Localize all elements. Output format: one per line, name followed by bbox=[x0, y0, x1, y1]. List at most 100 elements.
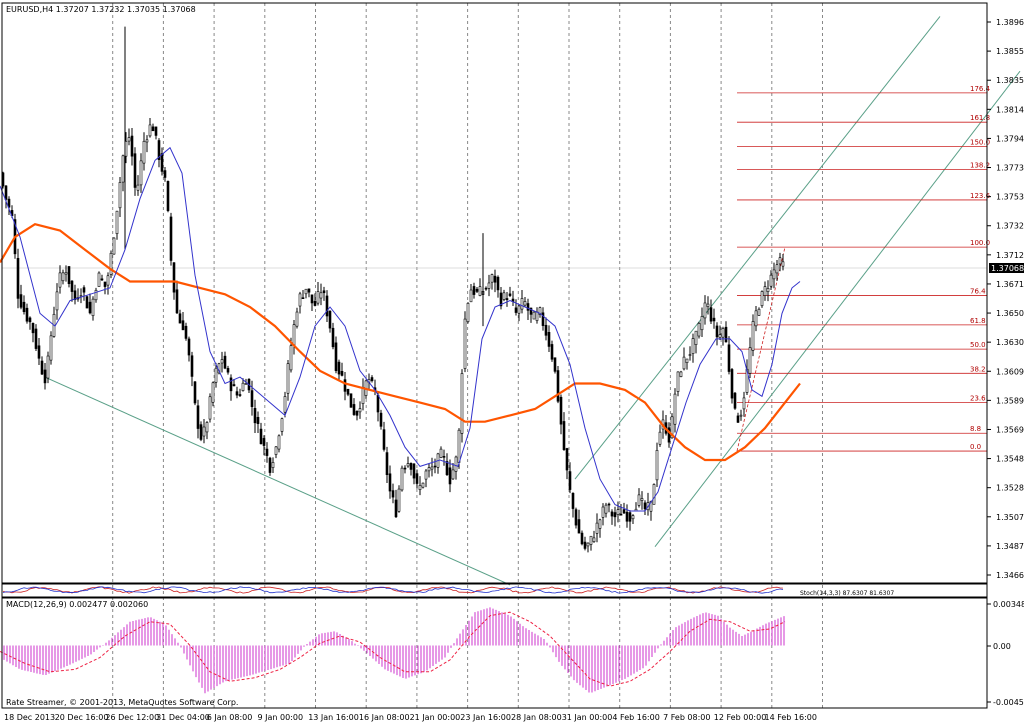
candle-body bbox=[694, 330, 698, 345]
candle-body bbox=[475, 288, 479, 292]
candle-body bbox=[571, 492, 575, 509]
candle-body bbox=[463, 318, 467, 369]
candle-body bbox=[343, 379, 347, 392]
candle-body bbox=[526, 303, 530, 311]
candle-body bbox=[421, 482, 425, 488]
candle-body bbox=[283, 396, 287, 413]
candle-body bbox=[778, 257, 782, 265]
candle-body bbox=[238, 394, 242, 396]
candle-body bbox=[274, 446, 278, 455]
candle-body bbox=[211, 382, 215, 403]
price-tick-label: 1.38145 bbox=[996, 105, 1024, 114]
candle-body bbox=[25, 307, 29, 322]
candle-body bbox=[631, 515, 635, 520]
candle-body bbox=[301, 297, 305, 299]
candle-body bbox=[532, 311, 536, 320]
candle-body bbox=[709, 307, 713, 322]
candle-body bbox=[334, 342, 338, 372]
candle-body bbox=[460, 373, 464, 434]
fib-level-label: 100.0 bbox=[970, 239, 990, 247]
candle-body bbox=[733, 392, 737, 409]
candle-body bbox=[208, 396, 212, 420]
candle-body bbox=[139, 160, 143, 186]
fibonacci-levels: 176.4 161.8 150.0 138.2 123.6 100.0 76.4 61.8 50… bbox=[736, 85, 991, 452]
price-tick-label: 1.35485 bbox=[996, 455, 1024, 464]
candle-body bbox=[154, 126, 158, 136]
ma-fast-line bbox=[0, 146, 801, 512]
candle-body bbox=[190, 355, 194, 377]
candle-body bbox=[70, 280, 74, 292]
candle-body bbox=[310, 294, 314, 304]
candle-body bbox=[214, 367, 218, 383]
candle-body bbox=[178, 313, 182, 324]
candle-body bbox=[559, 396, 563, 425]
candle-body bbox=[265, 448, 269, 456]
main-title: EURUSD,H4 1.37207 1.37232 1.37035 1.3706… bbox=[6, 5, 196, 14]
candle-body bbox=[562, 421, 566, 450]
candle-body bbox=[79, 295, 83, 297]
candle-body bbox=[202, 426, 206, 437]
candle-body bbox=[361, 387, 365, 404]
candle-body bbox=[22, 301, 26, 312]
price-tick-label: 1.36095 bbox=[996, 367, 1024, 376]
time-tick-label: 26 Dec 12:00 bbox=[105, 713, 159, 722]
ma-slow-line bbox=[0, 223, 801, 462]
price-tick-label: 1.35075 bbox=[996, 513, 1024, 522]
candle-body bbox=[4, 185, 8, 200]
candle-body bbox=[100, 278, 104, 281]
time-tick-label: 4 Feb 16:00 bbox=[612, 713, 659, 722]
price-tick-label: 1.37325 bbox=[996, 222, 1024, 231]
candle-body bbox=[607, 503, 611, 506]
candle-body bbox=[199, 424, 203, 440]
candle-body bbox=[181, 320, 185, 331]
fib-level-label: 61.8 bbox=[970, 317, 986, 325]
time-tick-label: 31 Jan 00:00 bbox=[562, 713, 613, 722]
candle-body bbox=[685, 358, 689, 363]
candle-body bbox=[175, 289, 179, 314]
candle-body bbox=[514, 307, 518, 313]
candle-body bbox=[637, 494, 641, 506]
candle-body bbox=[28, 317, 32, 323]
candle-body bbox=[730, 369, 734, 399]
candle-body bbox=[697, 323, 701, 337]
axes: 1.38960 1.38550 1.38350 1.38145 1.37940 1.377… bbox=[4, 18, 1024, 722]
descending-trendline bbox=[44, 376, 511, 586]
candle-body bbox=[235, 391, 239, 396]
candle-body bbox=[400, 467, 404, 491]
candle-body bbox=[142, 140, 146, 164]
price-tick-label: 1.36710 bbox=[996, 280, 1024, 289]
candle-body bbox=[604, 504, 608, 514]
candle-body bbox=[712, 317, 716, 322]
candle-body bbox=[103, 281, 107, 287]
candle-body bbox=[109, 252, 113, 275]
fib-level-label: 50.0 bbox=[970, 341, 986, 349]
candle-body bbox=[565, 448, 569, 471]
price-tick-label: 1.34870 bbox=[996, 542, 1024, 551]
candle-body bbox=[649, 500, 653, 512]
candle-body bbox=[700, 316, 704, 331]
candle-body bbox=[448, 467, 452, 485]
candle-body bbox=[244, 383, 248, 385]
candle-body bbox=[229, 377, 233, 392]
candle-body bbox=[394, 499, 398, 518]
candle-body bbox=[535, 311, 539, 321]
candle-body bbox=[589, 535, 593, 545]
time-tick-label: 23 Jan 16:00 bbox=[460, 713, 511, 722]
candle-body bbox=[307, 288, 311, 293]
candle-body bbox=[751, 321, 755, 351]
price-tick-label: 1.37940 bbox=[996, 134, 1024, 143]
candle-body bbox=[721, 328, 725, 338]
candle-body bbox=[580, 532, 584, 545]
price-tick-label: 1.35690 bbox=[996, 425, 1024, 434]
candle-body bbox=[304, 288, 308, 295]
candle-body bbox=[133, 153, 137, 188]
candle-body bbox=[58, 272, 62, 288]
candle-body bbox=[355, 410, 359, 416]
candle-body bbox=[508, 293, 512, 296]
candle-body bbox=[151, 126, 155, 132]
candle-body bbox=[655, 450, 659, 481]
fib-level-label: 123.6 bbox=[970, 192, 991, 200]
candle-body bbox=[160, 153, 164, 172]
candle-body bbox=[577, 519, 581, 534]
